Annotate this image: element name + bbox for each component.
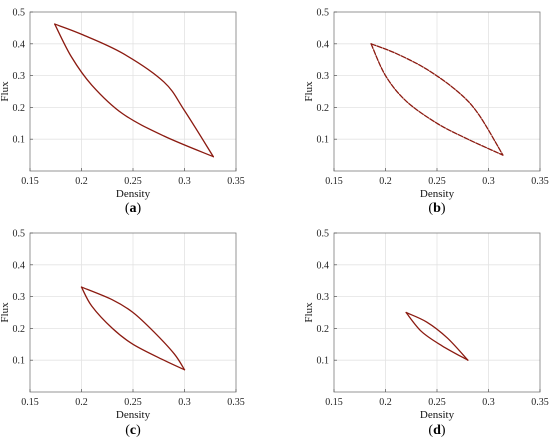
series-line-2	[54, 23, 214, 158]
x-tick-label: 0.35	[531, 397, 549, 408]
y-tick-label: 0.5	[317, 229, 330, 240]
x-axis-label: Density	[420, 409, 455, 421]
y-tick-label: 0.2	[13, 324, 26, 335]
y-tick-label: 0.1	[317, 135, 330, 146]
chart-panel-c: 0.15 0.2 0.25 0.3 0.35 0.1 0.2 0.3 0.4 0.5 Density…	[0, 229, 245, 439]
y-tick-label: 0.3	[13, 71, 26, 82]
chart-panel-a: 0.15 0.2 0.25 0.3 0.35 0.1 0.2 0.3 0.4 0.5 Density…	[0, 8, 245, 217]
series-line-1	[405, 311, 469, 361]
x-tick-label: 0.3	[482, 176, 495, 187]
y-tick-label: 0.4	[13, 260, 26, 271]
y-tick-label: 0.1	[13, 135, 26, 146]
series-line-1	[80, 286, 186, 371]
y-tick-label: 0.4	[317, 39, 330, 50]
x-tick-label: 0.25	[124, 397, 142, 408]
series-line-1	[370, 43, 504, 156]
series-line-2	[405, 311, 469, 361]
x-tick-label: 0.35	[531, 176, 549, 187]
x-tick-label: 0.2	[379, 397, 392, 408]
series-line-2	[370, 43, 504, 156]
chart-panel-d: 0.15 0.2 0.25 0.3 0.35 0.1 0.2 0.3 0.4 0.5 Density…	[303, 229, 549, 439]
y-tick-label: 0.4	[317, 260, 330, 271]
panel-label: (d)	[428, 423, 445, 438]
y-tick-label: 0.4	[13, 39, 26, 50]
x-axis-label: Density	[420, 188, 455, 200]
x-axis-label: Density	[116, 409, 151, 421]
x-tick-label: 0.35	[227, 397, 245, 408]
x-tick-label: 0.15	[325, 397, 343, 408]
panel-label: (a)	[125, 201, 142, 216]
y-tick-label: 0.1	[13, 356, 26, 367]
chart-panel-b: 0.15 0.2 0.25 0.3 0.35 0.1 0.2 0.3 0.4 0.5 Density…	[303, 8, 549, 217]
y-tick-label: 0.2	[317, 103, 330, 114]
x-tick-label: 0.3	[178, 397, 191, 408]
y-tick-label: 0.3	[317, 71, 330, 82]
x-tick-label: 0.25	[428, 176, 446, 187]
y-tick-label: 0.5	[13, 229, 26, 240]
y-tick-label: 0.3	[317, 292, 330, 303]
x-tick-label: 0.3	[482, 397, 495, 408]
series-line-2	[80, 286, 186, 371]
x-tick-label: 0.15	[21, 176, 39, 187]
y-axis-label: Flux	[0, 302, 11, 323]
y-tick-label: 0.5	[317, 8, 330, 19]
x-tick-label: 0.15	[21, 397, 39, 408]
y-tick-label: 0.2	[317, 324, 330, 335]
y-axis-label: Flux	[0, 81, 11, 102]
series-line-1	[54, 23, 214, 158]
y-tick-label: 0.1	[317, 356, 330, 367]
panel-label: (b)	[428, 201, 445, 216]
x-tick-label: 0.3	[178, 176, 191, 187]
panel-label: (c)	[125, 423, 141, 438]
y-tick-label: 0.2	[13, 103, 26, 114]
x-tick-label: 0.2	[75, 397, 88, 408]
x-tick-label: 0.25	[428, 397, 446, 408]
y-tick-label: 0.3	[13, 292, 26, 303]
x-tick-label: 0.35	[227, 176, 245, 187]
x-tick-label: 0.25	[124, 176, 142, 187]
x-tick-label: 0.2	[379, 176, 392, 187]
y-axis-label: Flux	[303, 302, 315, 323]
y-tick-label: 0.5	[13, 8, 26, 19]
x-tick-label: 0.2	[75, 176, 88, 187]
y-axis-label: Flux	[303, 81, 315, 102]
x-axis-label: Density	[116, 188, 151, 200]
x-tick-label: 0.15	[325, 176, 343, 187]
